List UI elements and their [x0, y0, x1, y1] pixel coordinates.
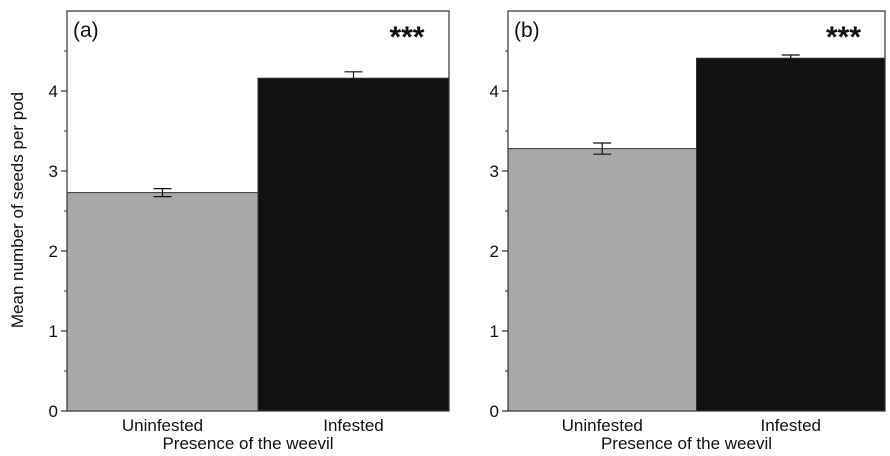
panel-b: Uninfested Infested 0 1 2 3 4 (b) *** Presence of…: [490, 10, 886, 453]
y-tick-label: 0: [490, 402, 499, 421]
x-tick-label: Infested: [761, 416, 822, 435]
bar-uninfested: [66, 192, 259, 412]
significance-marker: ***: [389, 21, 424, 54]
y-tick-label: 3: [49, 162, 58, 181]
x-tick-label: Uninfested: [562, 416, 643, 435]
bar-uninfested: [507, 148, 697, 412]
error-bar: [344, 71, 363, 86]
y-tick-label: 3: [490, 162, 499, 181]
y-tick-label: 2: [490, 242, 499, 261]
error-bar: [153, 188, 172, 198]
x-axis-label: Presence of the weevil: [601, 434, 772, 453]
y-tick-label: 4: [49, 82, 58, 101]
error-bar: [593, 142, 612, 155]
bar-infested: [257, 77, 450, 412]
error-bar: [781, 54, 800, 63]
x-tick-label: Uninfested: [122, 416, 203, 435]
figure-ylabel: Mean number of seeds per pod: [8, 92, 27, 328]
panel-label: (b): [514, 19, 540, 42]
panel-a: Uninfested Infested 0 1 2 3 4 (a) *** Presence of…: [49, 10, 450, 453]
x-tick-label: Infested: [323, 416, 384, 435]
y-tick-label: 0: [49, 402, 58, 421]
y-tick-label: 2: [49, 242, 58, 261]
y-tick-label: 1: [490, 322, 499, 341]
significance-marker: ***: [826, 21, 861, 54]
bar-infested: [696, 57, 886, 412]
y-tick-label: 1: [49, 322, 58, 341]
panel-label: (a): [73, 19, 99, 42]
y-tick-label: 4: [490, 82, 499, 101]
x-axis-label: Presence of the weevil: [162, 434, 333, 453]
